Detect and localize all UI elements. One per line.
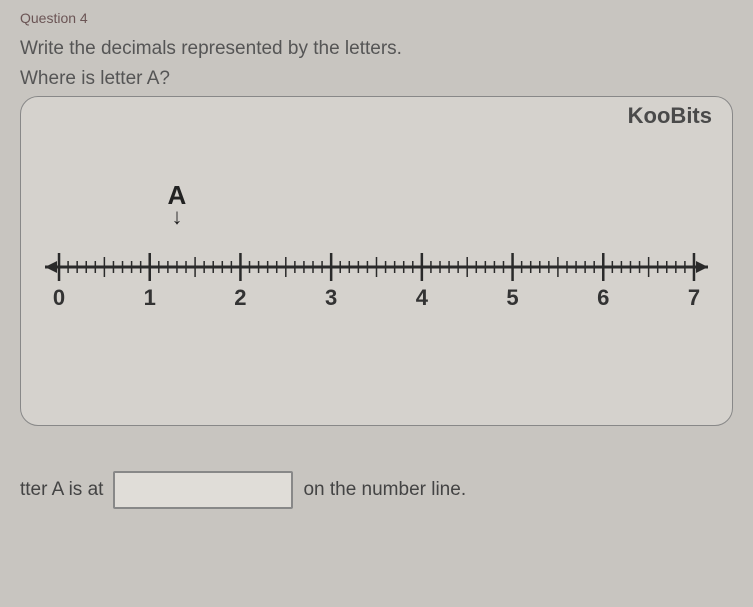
- question-text: Where is letter A?: [20, 68, 733, 90]
- answer-row: tter A is at on the number line.: [20, 471, 733, 509]
- numberline-panel: KooBits A ↓ 0 1 2 3 4 5 6 7: [20, 96, 733, 426]
- answer-suffix: on the number line.: [303, 479, 466, 501]
- letter-a-marker: A ↓: [168, 182, 187, 228]
- answer-prefix: tter A is at: [20, 479, 103, 501]
- svg-text:2: 2: [234, 285, 246, 310]
- svg-text:7: 7: [688, 285, 700, 310]
- svg-text:3: 3: [325, 285, 337, 310]
- numberline-wrapper: A ↓ 01234567: [41, 232, 712, 352]
- svg-text:1: 1: [144, 285, 156, 310]
- numberline-chart: 0 1 2 3 4 5 6 7: [41, 232, 712, 332]
- svg-text:0: 0: [53, 285, 65, 310]
- svg-text:4: 4: [416, 285, 429, 310]
- svg-text:6: 6: [597, 285, 609, 310]
- watermark-text: KooBits: [628, 103, 712, 129]
- question-number: Question 4: [20, 10, 733, 26]
- svg-text:5: 5: [506, 285, 518, 310]
- answer-input[interactable]: [113, 471, 293, 509]
- instruction-text: Write the decimals represented by the le…: [20, 38, 733, 60]
